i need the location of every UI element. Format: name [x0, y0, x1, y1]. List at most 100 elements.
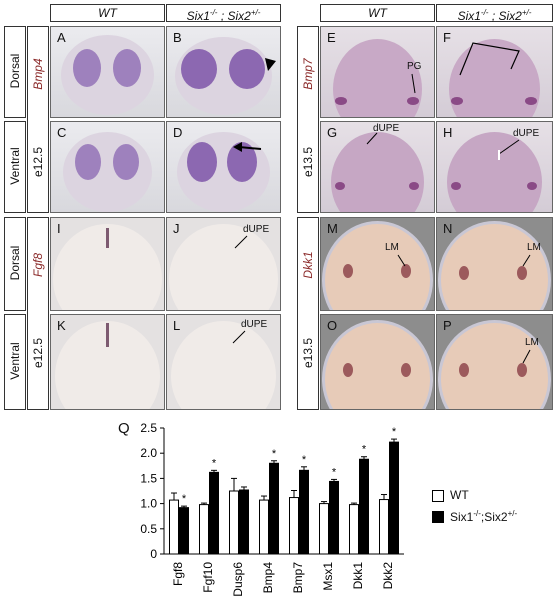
header-mutant-left-gene-b: ; Six2: [217, 9, 251, 23]
panel-label: B: [173, 30, 182, 45]
arrow-marker: [233, 142, 262, 152]
panel-label: L: [173, 318, 181, 333]
embryo-tissue: [441, 323, 548, 409]
annotation-lm: LM: [525, 337, 539, 348]
gene-label-fgf8: Fgf8: [31, 253, 45, 278]
significance-marker: *: [182, 493, 187, 505]
x-tick-label: Bmp7: [291, 562, 305, 594]
stage-label-left-top: e12.5: [31, 146, 45, 178]
panel-label: G: [327, 125, 338, 140]
row-label-dorsal-2: Dorsal: [4, 217, 26, 311]
expression-stain: [181, 49, 217, 89]
legend-swatch-wt: [432, 490, 444, 502]
panel-label: D: [173, 125, 183, 140]
annotation-dupe: dUPE: [241, 319, 268, 330]
x-tick-label: Dkk1: [351, 562, 365, 590]
pointer-line: [411, 73, 416, 94]
panel-b: B: [166, 26, 281, 118]
panel-label: J: [173, 221, 180, 236]
header-wt-left: WT: [50, 4, 165, 22]
panel-c: C: [50, 121, 165, 213]
expression-stain: [517, 363, 527, 377]
bar-mutant: [239, 489, 249, 555]
expression-stain: [525, 97, 537, 105]
expression-stain: [187, 142, 217, 182]
significance-marker: *: [392, 426, 397, 438]
expression-stain: [459, 363, 469, 377]
annotation-dupe: dUPE: [243, 224, 270, 235]
x-tick-label: Dusp6: [231, 562, 245, 597]
expression-stain: [409, 182, 419, 190]
annotation-pg: PG: [407, 61, 422, 72]
y-tick-label: 2.0: [140, 446, 157, 460]
legend-label-mutant: Six1-/-;Six2+/-: [450, 509, 517, 524]
expression-stain: [343, 363, 353, 377]
expression-stain: [106, 323, 109, 347]
expression-stain: [106, 228, 109, 248]
header-mutant-right-gene-b: ; Six2: [488, 9, 522, 23]
row-label-ventral-2: Ventral: [4, 314, 26, 410]
bar-wt: [319, 503, 329, 555]
panel-i: I: [50, 217, 165, 311]
row-label-dorsal-2-text: Dorsal: [8, 245, 22, 281]
panel-a: A: [50, 26, 165, 118]
pointer-line: [232, 330, 246, 344]
significance-marker: *: [332, 466, 337, 478]
expression-stain: [401, 264, 411, 278]
row-label-ventral-1: Ventral: [4, 121, 26, 213]
bar-mutant: [209, 471, 219, 555]
expression-stain: [335, 97, 347, 105]
header-mutant-right-gene-a: Six1: [457, 9, 481, 23]
row-label-ventral-2-text: Ventral: [8, 342, 22, 380]
embryo-tissue: [325, 224, 430, 310]
significance-marker: *: [362, 444, 367, 456]
pointer-line: [366, 132, 378, 145]
panel-label: H: [443, 125, 453, 140]
row-label-dorsal-1: Dorsal: [4, 26, 26, 118]
bar-mutant: [179, 507, 189, 555]
x-tick-label: Msx1: [321, 562, 335, 591]
bar-wt: [199, 504, 209, 555]
panel-l: dUPE L: [166, 314, 281, 410]
header-mutant-left-sup-a: -/-: [209, 8, 218, 17]
panel-label: M: [327, 221, 338, 236]
embryo-tissue: [325, 323, 430, 409]
bracket-marker: [459, 42, 520, 76]
panel-n: LM N: [436, 217, 553, 311]
legend-label-mutant-gene-b: ;Six2: [480, 510, 508, 524]
expression-stain: [113, 49, 141, 87]
annotation-dupe: dUPE: [373, 123, 400, 134]
y-tick-label: 1.5: [140, 471, 157, 485]
panel-d: D: [166, 121, 281, 213]
legend-label-mutant-sup-a: -/-: [473, 509, 481, 518]
expression-stain: [113, 144, 139, 180]
pointer-line: [522, 254, 531, 267]
bar-mutant: [299, 469, 309, 555]
bar-mutant: [359, 458, 369, 555]
panel-e: PG E: [320, 26, 435, 118]
expression-stain: [343, 264, 353, 278]
embryo-tissue: [169, 224, 278, 310]
panel-label: E: [327, 30, 336, 45]
expression-stain: [75, 144, 101, 180]
annotation-lm: LM: [527, 242, 541, 253]
expression-stain: [401, 363, 411, 377]
x-tick-label: Bmp4: [261, 562, 275, 594]
gene-label-dkk1: Dkk1: [301, 251, 315, 279]
expression-stain: [451, 182, 461, 190]
panel-o: O: [320, 314, 435, 410]
stage-label-right-bottom: e13.5: [301, 337, 315, 369]
bar-wt: [229, 490, 239, 555]
header-mutant-left: Six1-/- ; Six2+/-: [166, 4, 281, 23]
panel-label: N: [443, 221, 453, 236]
row-label-ventral-1-text: Ventral: [8, 147, 22, 185]
significance-marker: *: [302, 454, 307, 466]
y-tick-label: 0.5: [140, 522, 157, 536]
bar-wt: [349, 504, 359, 555]
expression-stain: [229, 49, 265, 89]
panel-p: LM P: [436, 314, 553, 410]
panel-label: I: [57, 221, 61, 236]
expression-stain: [527, 182, 537, 190]
header-mutant-right-sup-a: -/-: [480, 8, 489, 17]
panel-k: K: [50, 314, 165, 410]
